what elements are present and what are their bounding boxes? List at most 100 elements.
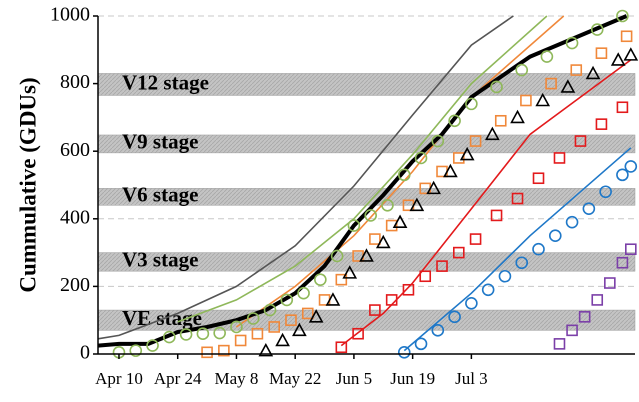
marker — [520, 94, 532, 107]
marker — [414, 151, 428, 165]
marker — [620, 30, 633, 43]
marker — [481, 283, 495, 297]
y-axis-label: Cummulative (GDUs) — [15, 77, 40, 292]
marker — [409, 197, 425, 212]
marker — [414, 337, 428, 351]
marker — [532, 242, 545, 256]
marker — [459, 146, 475, 161]
x-tick-label: Jun 19 — [390, 369, 435, 388]
marker — [578, 311, 591, 323]
marker — [585, 65, 601, 80]
x-tick-label: Jun 5 — [336, 369, 372, 388]
marker — [494, 114, 507, 127]
marker — [335, 341, 348, 354]
marker — [335, 273, 348, 286]
marker — [469, 135, 482, 147]
marker — [553, 338, 566, 350]
marker — [342, 265, 358, 279]
marker — [129, 344, 143, 357]
y-tick-label: 0 — [80, 342, 90, 364]
marker — [392, 214, 408, 228]
marker — [616, 168, 629, 182]
x-tick-label: Apr 10 — [95, 369, 143, 388]
marker — [532, 172, 545, 185]
marker — [595, 118, 608, 130]
marker — [566, 324, 578, 337]
marker — [301, 307, 314, 320]
x-tick-label: Apr 24 — [154, 369, 202, 388]
marker — [610, 52, 626, 66]
marker — [196, 327, 210, 341]
marker — [268, 321, 281, 333]
marker — [201, 346, 213, 359]
marker — [375, 234, 391, 249]
marker — [574, 135, 587, 147]
marker — [330, 249, 344, 263]
series-line — [177, 15, 548, 323]
stage-label: V6 stage — [122, 183, 198, 207]
marker — [292, 322, 307, 337]
series-line — [97, 14, 628, 348]
marker — [565, 215, 579, 229]
marker — [163, 330, 176, 344]
y-tick-label: 600 — [60, 139, 90, 161]
marker — [511, 192, 524, 205]
y-tick-label: 1000 — [50, 4, 90, 26]
stage-label: V9 stage — [122, 130, 198, 154]
marker — [179, 328, 193, 341]
marker — [275, 332, 290, 347]
marker — [364, 209, 377, 222]
marker — [545, 77, 557, 90]
marker — [535, 92, 551, 107]
marker — [443, 163, 458, 178]
marker — [314, 273, 327, 286]
marker — [490, 209, 503, 222]
marker — [452, 152, 465, 164]
marker — [469, 233, 482, 245]
x-tick-label: May 8 — [214, 369, 258, 388]
marker — [234, 334, 247, 347]
marker — [431, 134, 445, 148]
x-tick-label: May 22 — [269, 369, 321, 388]
marker — [595, 47, 608, 59]
y-tick-label: 800 — [60, 71, 90, 93]
marker — [431, 324, 445, 337]
marker — [490, 80, 503, 94]
marker — [623, 47, 639, 61]
series-line — [97, 15, 514, 340]
series-line — [403, 147, 632, 352]
marker — [553, 152, 566, 164]
marker — [604, 277, 616, 289]
marker — [625, 243, 637, 256]
marker — [352, 327, 364, 340]
marker — [213, 326, 226, 340]
marker — [448, 114, 461, 128]
marker — [280, 293, 294, 307]
marker — [448, 310, 461, 324]
marker — [616, 101, 629, 114]
series-line — [340, 59, 632, 347]
marker — [426, 180, 441, 195]
marker — [624, 160, 638, 173]
marker — [230, 320, 243, 334]
marker — [515, 256, 529, 270]
marker — [347, 219, 361, 232]
marker — [246, 312, 260, 325]
marker — [540, 50, 554, 63]
marker — [452, 246, 465, 259]
marker — [218, 344, 230, 357]
marker — [359, 248, 374, 262]
marker — [510, 109, 525, 124]
marker — [308, 309, 324, 323]
marker — [381, 198, 394, 212]
marker — [616, 256, 629, 269]
series-line — [235, 15, 565, 328]
marker — [385, 219, 398, 232]
marker — [465, 97, 478, 111]
marker — [582, 202, 596, 215]
marker — [397, 346, 411, 359]
y-tick-label: 400 — [60, 206, 90, 228]
marker — [616, 9, 629, 23]
stage-label: V3 stage — [122, 248, 198, 272]
